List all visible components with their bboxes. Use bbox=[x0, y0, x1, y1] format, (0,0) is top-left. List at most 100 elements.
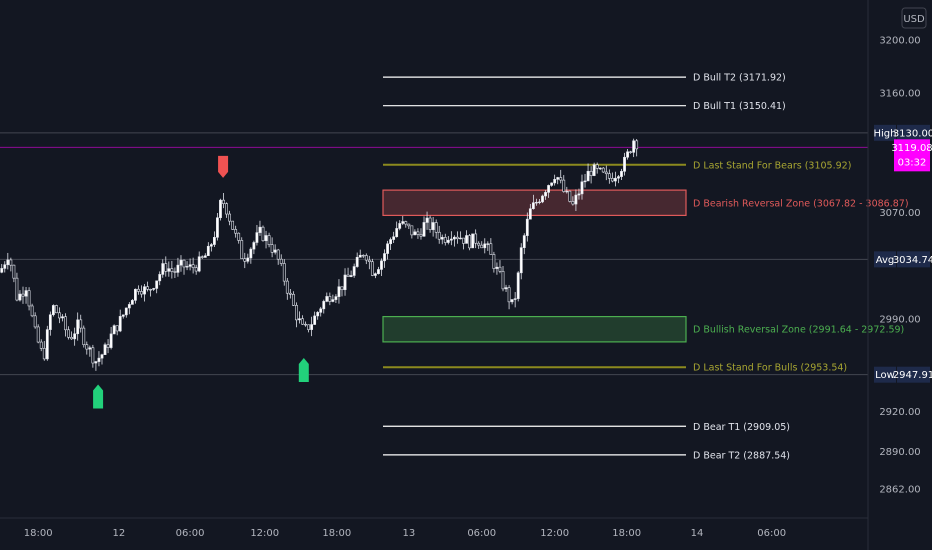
candle-body bbox=[468, 235, 471, 249]
candle-body bbox=[374, 273, 377, 276]
candle-body bbox=[298, 318, 301, 321]
currency-button[interactable]: USD bbox=[901, 7, 927, 29]
candle-body bbox=[146, 286, 149, 290]
candle-body bbox=[127, 304, 131, 309]
candle-body bbox=[446, 239, 450, 243]
candle-body bbox=[240, 240, 244, 259]
candle-body bbox=[583, 180, 587, 183]
y-tick-label: 3160.00 bbox=[879, 88, 920, 99]
candle-body bbox=[589, 170, 593, 176]
candle-body bbox=[480, 244, 484, 249]
candle-body bbox=[206, 245, 210, 257]
candle-body bbox=[237, 232, 241, 241]
candle-body bbox=[33, 315, 37, 328]
candle-body bbox=[443, 237, 447, 243]
candle-body bbox=[465, 235, 468, 244]
reference-tag-label: Low bbox=[875, 370, 895, 381]
candle-body bbox=[389, 239, 393, 245]
candle-body bbox=[346, 274, 350, 277]
candle-body bbox=[304, 323, 307, 326]
candle-body bbox=[21, 293, 25, 297]
candle-body bbox=[118, 316, 122, 332]
candle-body bbox=[516, 272, 520, 299]
candle-body bbox=[610, 178, 614, 182]
candle-body bbox=[295, 305, 298, 321]
candle-body bbox=[203, 255, 207, 258]
candle-body bbox=[352, 266, 356, 276]
candle-body bbox=[629, 151, 633, 153]
candle-body bbox=[538, 201, 541, 204]
signals-layer bbox=[93, 155, 309, 409]
candle-body bbox=[513, 298, 517, 300]
candle-body bbox=[121, 314, 125, 317]
candle-body bbox=[30, 305, 34, 317]
candle-body bbox=[88, 347, 92, 350]
candle-body bbox=[635, 140, 639, 150]
candle-body bbox=[94, 361, 98, 364]
candle-body bbox=[486, 243, 490, 245]
candle-body bbox=[158, 274, 162, 282]
candle-body bbox=[416, 231, 420, 235]
candle-body bbox=[152, 288, 156, 290]
candle-body bbox=[261, 226, 265, 242]
candle-body bbox=[267, 235, 271, 246]
candle-body bbox=[313, 315, 317, 325]
candle-body bbox=[291, 293, 295, 306]
candle-body bbox=[340, 286, 344, 291]
candle-body bbox=[209, 244, 213, 247]
candle-body bbox=[197, 256, 201, 272]
sell-signal-marker bbox=[218, 155, 229, 178]
candle-body bbox=[377, 269, 380, 274]
candle-body bbox=[109, 333, 113, 348]
levels-layer: D Bull T2 (3171.92) D Bull T1 (3150.41) D … bbox=[383, 73, 851, 461]
candle-body bbox=[288, 292, 292, 295]
x-tick-label: 06:00 bbox=[757, 528, 786, 539]
candle-body bbox=[42, 348, 46, 360]
candle-body bbox=[200, 256, 204, 258]
candle-body bbox=[614, 177, 617, 182]
x-tick-label: 18:00 bbox=[24, 528, 53, 539]
candle-body bbox=[604, 171, 608, 175]
candle-body bbox=[501, 271, 505, 290]
candle-body bbox=[270, 244, 274, 253]
candle-body bbox=[112, 325, 116, 335]
candle-body bbox=[130, 300, 134, 305]
candle-body bbox=[410, 225, 414, 236]
candle-body bbox=[27, 290, 31, 307]
candle-body bbox=[279, 258, 283, 264]
price-axis[interactable]: 3200.00 3160.00 3070.00 2990.00 2920.00 2890.… bbox=[879, 35, 920, 495]
candle-body bbox=[91, 347, 95, 364]
candles-layer bbox=[0, 138, 639, 371]
candle-body bbox=[191, 264, 195, 269]
candle-body bbox=[413, 231, 417, 236]
candle-body bbox=[188, 264, 192, 267]
candle-body bbox=[97, 357, 101, 362]
candle-body bbox=[419, 234, 423, 237]
x-tick-label: 12 bbox=[113, 528, 126, 539]
y-tick-label: 2890.00 bbox=[879, 447, 920, 458]
candle-body bbox=[428, 217, 432, 230]
time-axis[interactable]: 18:00 12 06:00 12:00 18:00 13 06:00 12:00 18:00 1… bbox=[24, 528, 786, 539]
level-label: D Bear T1 (2909.05) bbox=[693, 422, 790, 433]
candle-body bbox=[137, 288, 140, 292]
candle-body bbox=[510, 299, 514, 303]
countdown-label: 03:32 bbox=[898, 157, 927, 168]
candle-body bbox=[392, 236, 396, 240]
x-tick-label: 13 bbox=[402, 528, 415, 539]
candle-body bbox=[67, 329, 70, 338]
candle-body bbox=[249, 248, 253, 259]
candle-body bbox=[194, 267, 198, 272]
candle-body bbox=[155, 280, 159, 289]
candle-body bbox=[489, 243, 493, 255]
reference-tag bbox=[874, 251, 896, 268]
candle-body bbox=[492, 254, 496, 269]
level-label: D Last Stand For Bulls (2953.54) bbox=[693, 363, 847, 374]
candle-body bbox=[398, 223, 402, 229]
candle-body bbox=[316, 312, 320, 317]
candle-body bbox=[222, 199, 225, 204]
candle-body bbox=[310, 324, 314, 330]
candle-body bbox=[404, 221, 408, 225]
y-tick-label: 2920.00 bbox=[879, 407, 920, 418]
